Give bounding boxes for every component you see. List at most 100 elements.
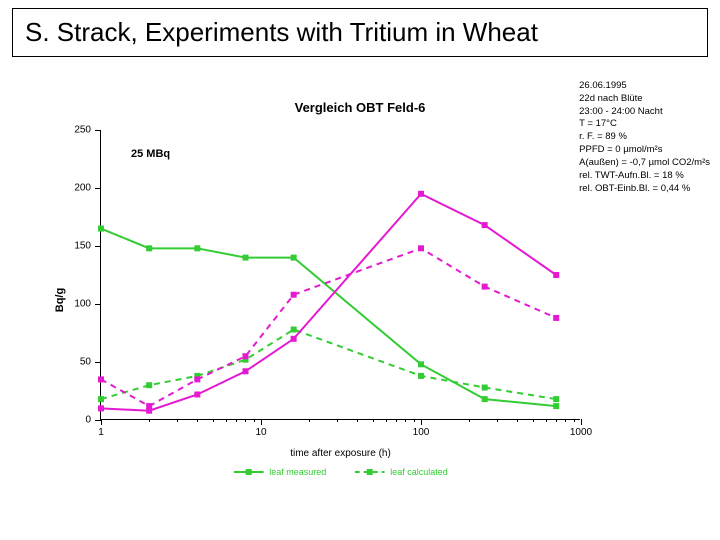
x-tick-minor [309, 419, 310, 422]
slide-title-box: S. Strack, Experiments with Tritium in W… [12, 8, 708, 57]
meta-line: PPFD = 0 µmol/m²s [579, 144, 710, 157]
y-axis-label: Bq/g [54, 288, 66, 312]
x-tick-minor [254, 419, 255, 422]
series-line [101, 330, 556, 400]
y-tick [95, 188, 101, 189]
series-marker [291, 336, 297, 342]
x-tick-minor [236, 419, 237, 422]
x-tick [261, 419, 262, 425]
y-tick [95, 304, 101, 305]
y-tick [95, 246, 101, 247]
meta-line: 26.06.1995 [579, 80, 710, 93]
x-tick-minor [357, 419, 358, 422]
meta-line: 22d nach Blüte [579, 93, 710, 106]
meta-line: T = 17°C [579, 118, 710, 131]
series-marker [553, 403, 559, 409]
x-tick-minor [337, 419, 338, 422]
series-svg [101, 130, 580, 419]
x-tick-minor [565, 419, 566, 422]
x-tick-label: 1000 [570, 427, 592, 438]
chart: Vergleich OBT Feld-6 26.06.199522d nach … [30, 80, 690, 520]
series-marker [146, 382, 152, 388]
x-tick-minor [373, 419, 374, 422]
x-tick-minor [177, 419, 178, 422]
series-line [101, 248, 556, 406]
x-tick-label: 10 [255, 427, 266, 438]
series-marker [482, 385, 488, 391]
y-tick-label: 50 [80, 357, 91, 368]
x-tick-label: 1 [98, 427, 104, 438]
series-marker [242, 255, 248, 261]
x-tick-minor [546, 419, 547, 422]
meta-line: rel. TWT-Aufn.Bl. = 18 % [579, 170, 710, 183]
meta-line: rel. OBT-Einb.Bl. = 0,44 % [579, 183, 710, 196]
series-marker [194, 376, 200, 382]
y-tick-label: 100 [74, 299, 91, 310]
series-marker [553, 315, 559, 321]
series-marker [291, 255, 297, 261]
y-tick [95, 362, 101, 363]
x-tick-minor [574, 419, 575, 422]
series-marker [291, 327, 297, 333]
series-marker [553, 272, 559, 278]
x-tick-label: 100 [413, 427, 430, 438]
series-marker [242, 353, 248, 359]
legend-swatch [233, 467, 263, 477]
series-marker [482, 396, 488, 402]
x-tick-minor [386, 419, 387, 422]
x-tick-minor [556, 419, 557, 422]
x-tick-minor [517, 419, 518, 422]
series-marker [146, 245, 152, 251]
series-marker [98, 405, 104, 411]
x-tick [421, 419, 422, 425]
series-marker [418, 245, 424, 251]
x-tick-minor [149, 419, 150, 422]
series-marker [291, 292, 297, 298]
legend-item: leaf measured [233, 467, 326, 477]
plot-area: 25 MBq time after exposure (h) leaf meas… [100, 130, 580, 420]
series-marker [98, 226, 104, 232]
chart-title: Vergleich OBT Feld-6 [295, 100, 426, 115]
x-tick-minor [469, 419, 470, 422]
series-marker [553, 396, 559, 402]
meta-line: 23:00 - 24:00 Nacht [579, 106, 710, 119]
series-marker [146, 403, 152, 409]
x-tick-minor [414, 419, 415, 422]
series-marker [418, 373, 424, 379]
legend-item: leaf calculated [354, 467, 448, 477]
legend-swatch [354, 467, 384, 477]
x-tick-minor [405, 419, 406, 422]
meta-line: A(außen) = -0,7 µmol CO2/m²s [579, 157, 710, 170]
series-line [101, 229, 556, 406]
legend-label: leaf measured [269, 467, 326, 477]
x-tick-minor [245, 419, 246, 422]
meta-line: r. F. = 89 % [579, 131, 710, 144]
series-line [101, 194, 556, 411]
x-tick-minor [396, 419, 397, 422]
slide-title: S. Strack, Experiments with Tritium in W… [25, 17, 695, 48]
legend-label: leaf calculated [390, 467, 448, 477]
y-tick-label: 200 [74, 183, 91, 194]
x-tick-minor [533, 419, 534, 422]
x-tick [581, 419, 582, 425]
x-tick-minor [197, 419, 198, 422]
x-tick-minor [226, 419, 227, 422]
chart-meta: 26.06.199522d nach Blüte23:00 - 24:00 Na… [579, 80, 710, 195]
x-tick [101, 419, 102, 425]
series-marker [98, 376, 104, 382]
series-marker [98, 396, 104, 402]
x-tick-minor [497, 419, 498, 422]
series-marker [194, 391, 200, 397]
series-marker [418, 361, 424, 367]
legend: leaf measured leaf calculated [233, 467, 448, 477]
series-marker [418, 191, 424, 197]
series-marker [242, 368, 248, 374]
series-marker [194, 245, 200, 251]
x-axis-label: time after exposure (h) [290, 448, 391, 459]
y-tick-label: 150 [74, 241, 91, 252]
y-tick [95, 130, 101, 131]
y-tick-label: 0 [85, 415, 91, 426]
series-marker [482, 222, 488, 228]
series-marker [482, 284, 488, 290]
y-tick-label: 250 [74, 125, 91, 136]
